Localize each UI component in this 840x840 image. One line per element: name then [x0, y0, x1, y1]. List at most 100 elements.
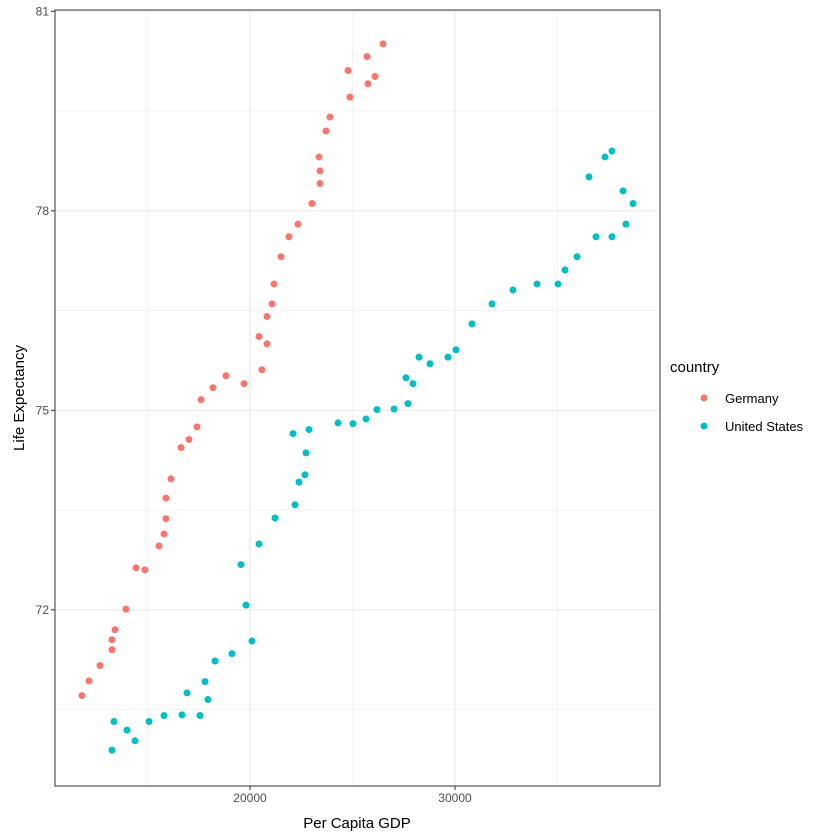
point-germany	[78, 692, 86, 700]
legend-key-germany	[700, 394, 708, 402]
point-united-states	[302, 449, 310, 457]
point-germany	[177, 444, 185, 452]
x-tick-label: 20000	[233, 791, 267, 805]
point-germany	[379, 40, 387, 48]
point-united-states	[444, 353, 452, 361]
point-germany	[315, 153, 323, 161]
point-germany	[308, 200, 316, 208]
point-united-states	[289, 430, 297, 438]
panel-border	[54, 9, 661, 787]
point-united-states	[204, 696, 212, 704]
point-united-states	[619, 187, 627, 195]
point-united-states	[629, 200, 637, 208]
point-united-states	[573, 253, 581, 261]
point-united-states	[608, 147, 616, 155]
point-germany	[111, 626, 119, 634]
point-united-states	[108, 746, 116, 754]
point-germany	[209, 384, 217, 392]
point-united-states	[362, 415, 370, 423]
point-germany	[270, 280, 278, 288]
point-germany	[326, 113, 334, 121]
point-united-states	[592, 233, 600, 241]
point-germany	[277, 253, 285, 261]
point-united-states	[488, 300, 496, 308]
point-germany	[240, 380, 248, 388]
point-united-states	[248, 637, 256, 645]
point-germany	[155, 542, 163, 550]
legend-title: country	[670, 359, 720, 376]
point-germany	[316, 180, 324, 188]
point-united-states	[561, 266, 569, 274]
point-germany	[197, 396, 205, 404]
point-united-states	[183, 689, 191, 697]
grid	[55, 10, 660, 786]
point-germany	[141, 566, 149, 574]
point-united-states	[349, 420, 357, 428]
y-tick-label: 72	[36, 603, 50, 617]
point-germany	[193, 423, 201, 431]
y-tick-label: 81	[36, 4, 50, 18]
point-germany	[268, 300, 276, 308]
point-germany	[96, 662, 104, 670]
point-germany	[162, 515, 170, 523]
point-united-states	[509, 286, 517, 294]
point-united-states	[554, 280, 562, 288]
point-germany	[122, 605, 130, 613]
point-united-states	[601, 153, 609, 161]
ticks: 20000 30000 72 75 78 81	[36, 4, 472, 805]
point-united-states	[301, 471, 309, 479]
point-united-states	[415, 353, 423, 361]
point-united-states	[373, 406, 381, 414]
x-axis-title: Per Capita GDP	[303, 815, 411, 832]
point-germany	[371, 72, 379, 80]
point-united-states	[608, 233, 616, 241]
x-tick-label: 30000	[438, 791, 472, 805]
point-germany	[108, 636, 116, 644]
point-united-states	[409, 380, 417, 388]
legend-key-united-states	[700, 422, 708, 430]
point-united-states	[390, 405, 398, 413]
point-germany	[108, 646, 116, 654]
points	[78, 40, 637, 754]
point-germany	[285, 233, 293, 241]
point-united-states	[271, 514, 279, 522]
point-united-states	[622, 220, 630, 228]
y-axis-title: Life Expectancy	[11, 345, 28, 451]
legend-label-germany: Germany	[725, 391, 779, 406]
point-united-states	[211, 657, 219, 665]
point-germany	[222, 372, 230, 380]
point-germany	[162, 494, 170, 502]
point-united-states	[242, 601, 250, 609]
point-united-states	[468, 320, 476, 328]
point-united-states	[237, 561, 245, 569]
point-germany	[363, 53, 371, 61]
point-united-states	[160, 712, 168, 720]
point-germany	[322, 127, 330, 135]
point-germany	[167, 475, 175, 483]
point-united-states	[305, 426, 313, 434]
point-united-states	[110, 717, 118, 725]
point-united-states	[196, 712, 204, 720]
legend-label-united-states: United States	[725, 419, 804, 434]
y-tick-label: 75	[36, 403, 50, 417]
point-germany	[364, 80, 372, 88]
point-united-states	[201, 678, 209, 686]
point-united-states	[295, 478, 303, 486]
point-united-states	[426, 360, 434, 368]
point-united-states	[404, 400, 412, 408]
point-united-states	[291, 501, 299, 509]
point-germany	[263, 340, 271, 348]
point-united-states	[255, 540, 263, 548]
point-united-states	[145, 717, 153, 725]
point-germany	[85, 677, 93, 685]
point-germany	[258, 366, 266, 374]
point-united-states	[123, 726, 131, 734]
point-germany	[132, 564, 140, 572]
point-germany	[185, 436, 193, 444]
point-united-states	[452, 346, 460, 354]
point-united-states	[131, 737, 139, 745]
point-germany	[255, 332, 263, 340]
y-tick-label: 78	[36, 204, 50, 218]
point-united-states	[402, 374, 410, 382]
